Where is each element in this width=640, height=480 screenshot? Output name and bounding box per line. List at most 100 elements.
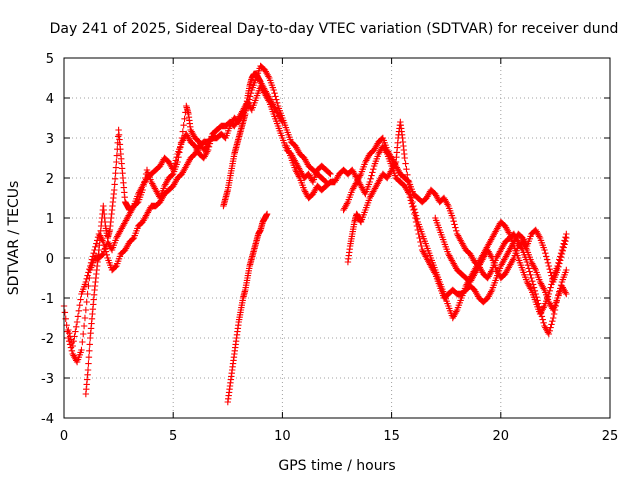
data-point [558, 246, 566, 254]
data-point [368, 172, 375, 179]
data-point [83, 298, 90, 306]
data-point [74, 313, 82, 320]
data-point [405, 182, 413, 190]
data-point [270, 86, 277, 94]
data-point [87, 259, 95, 266]
data-point [560, 240, 567, 247]
data-point [76, 302, 83, 309]
data-point [176, 149, 183, 156]
data-point [555, 259, 562, 266]
data-point [84, 290, 91, 298]
data-point [540, 319, 547, 326]
data-point [404, 171, 411, 178]
data-point [547, 324, 554, 331]
x-tick-label: 5 [169, 429, 177, 444]
data-point [548, 281, 555, 288]
data-point [88, 256, 96, 263]
data-point [556, 256, 563, 263]
data-point [80, 322, 88, 330]
satellite-track-3 [82, 102, 221, 398]
data-point [102, 248, 110, 255]
data-point [557, 253, 564, 260]
data-point [82, 278, 90, 286]
data-point [66, 330, 73, 337]
data-point [563, 230, 570, 238]
y-axis-title: SDTVAR / TECUs [6, 181, 22, 296]
data-point [92, 243, 99, 250]
data-point [327, 170, 334, 178]
data-point [559, 243, 567, 250]
data-point [451, 221, 458, 228]
data-point [85, 360, 92, 367]
data-point [527, 271, 534, 278]
data-point [549, 278, 556, 285]
data-point [65, 326, 72, 334]
data-point [406, 186, 414, 194]
data-point [545, 262, 553, 270]
x-tick-label: 10 [274, 429, 291, 444]
x-tick-label: 15 [383, 429, 400, 444]
data-point [547, 269, 554, 276]
data-point [369, 169, 376, 176]
data-point [546, 327, 553, 334]
y-tick-label: 4 [46, 92, 54, 107]
data-point [142, 174, 149, 182]
data-point [528, 274, 535, 282]
data-point [546, 287, 553, 294]
x-tick-label: 0 [60, 429, 68, 444]
data-point [85, 354, 93, 361]
data-point [550, 310, 558, 318]
data-point [79, 338, 86, 346]
data-point [562, 234, 569, 241]
y-tick-label: -2 [41, 332, 54, 347]
data-point [174, 158, 181, 166]
data-point [141, 178, 148, 186]
data-point [407, 190, 415, 198]
data-point [61, 309, 69, 316]
data-point [100, 238, 107, 246]
data-point [90, 250, 97, 257]
data-point [81, 314, 89, 322]
data-point [548, 321, 555, 328]
data-point [279, 118, 286, 126]
data-point [366, 178, 373, 186]
data-point [326, 170, 333, 177]
data-point [71, 333, 78, 340]
data-point [140, 182, 147, 190]
x-tick-label: 25 [602, 429, 619, 444]
data-point [450, 218, 457, 225]
satellite-track-2 [65, 62, 330, 350]
data-point [113, 158, 120, 166]
data-point [73, 318, 81, 326]
data-point [111, 175, 119, 182]
data-point [103, 251, 111, 258]
data-point [401, 154, 408, 162]
data-point [84, 366, 92, 374]
y-tick-label: 0 [46, 252, 54, 267]
data-point [403, 166, 410, 173]
data-point [86, 266, 93, 273]
data-point [73, 323, 80, 330]
y-tick-label: -1 [41, 292, 54, 307]
data-point [84, 272, 91, 279]
data-point [212, 127, 220, 134]
data-points [60, 62, 570, 406]
y-tick-label: 2 [46, 172, 54, 187]
data-point [543, 253, 550, 260]
chart-title: Day 241 of 2025, Sidereal Day-to-day VTE… [50, 21, 619, 37]
data-point [175, 154, 182, 161]
data-point [449, 214, 456, 222]
data-point [89, 253, 97, 260]
data-point [411, 206, 418, 213]
data-point [69, 342, 76, 350]
data-point [87, 262, 94, 270]
satellite-track-4 [224, 210, 271, 406]
data-point [547, 284, 554, 291]
data-point [410, 202, 417, 210]
data-point [80, 330, 87, 338]
data-point [546, 266, 553, 273]
data-point [77, 296, 84, 303]
data-point [542, 250, 549, 257]
satellite-track-5 [220, 70, 286, 210]
